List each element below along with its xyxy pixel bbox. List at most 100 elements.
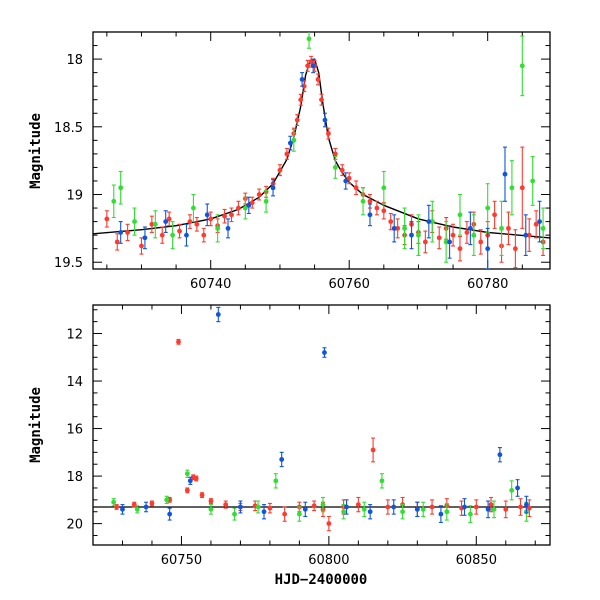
data-point	[367, 212, 373, 218]
series-g	[111, 469, 529, 523]
data-point	[457, 212, 463, 218]
data-point	[255, 504, 261, 510]
data-point	[184, 471, 190, 477]
data-point	[111, 499, 117, 505]
data-point	[199, 492, 205, 498]
data-point	[222, 213, 227, 219]
data-point	[530, 178, 536, 184]
bottom-x-axis-title: HJD−2400000	[275, 572, 368, 588]
data-point	[450, 232, 456, 238]
data-point	[208, 498, 214, 504]
data-point	[315, 77, 321, 82]
data-point	[322, 350, 327, 355]
data-point	[388, 219, 394, 225]
data-point	[422, 239, 428, 245]
data-point	[436, 235, 442, 241]
data-point	[344, 504, 349, 510]
data-point	[519, 63, 525, 69]
data-point	[305, 63, 311, 69]
data-point	[163, 219, 169, 225]
data-point	[443, 239, 449, 245]
data-point	[310, 63, 316, 69]
x-tick-label: 60780	[467, 277, 508, 292]
bottom-data-points	[111, 306, 532, 532]
x-tick-label: 60760	[329, 277, 370, 292]
data-point	[208, 216, 214, 222]
data-point	[523, 232, 529, 238]
data-point	[284, 151, 290, 157]
data-point	[429, 504, 435, 510]
x-tick-label: 60850	[456, 553, 497, 568]
data-point	[263, 198, 269, 204]
data-point	[537, 219, 543, 225]
y-tick-label: 19	[66, 189, 83, 204]
data-point	[166, 216, 172, 222]
data-point	[526, 232, 532, 238]
data-point	[296, 511, 302, 517]
data-point	[367, 198, 373, 204]
top-model-curve-group	[93, 58, 550, 239]
data-point	[193, 476, 199, 481]
data-point	[332, 165, 338, 170]
data-point	[149, 501, 155, 506]
data-point	[395, 225, 401, 231]
data-point	[225, 225, 231, 231]
data-point	[311, 503, 317, 509]
data-point	[270, 185, 276, 191]
data-point	[326, 521, 332, 527]
y-tick-label: 18	[66, 470, 83, 485]
data-point	[429, 219, 435, 225]
data-point	[381, 185, 387, 191]
data-point	[306, 36, 312, 42]
data-point	[367, 509, 373, 515]
data-point	[273, 478, 279, 484]
data-point	[201, 232, 207, 238]
data-point	[232, 511, 237, 517]
data-point	[194, 221, 200, 227]
data-point	[503, 506, 509, 512]
data-point	[497, 452, 503, 458]
data-point	[409, 232, 414, 238]
y-tick-label: 14	[66, 375, 83, 390]
data-point	[467, 511, 473, 517]
data-point	[485, 246, 491, 252]
data-point	[104, 216, 110, 222]
data-point	[370, 447, 376, 453]
data-point	[447, 239, 452, 245]
data-point	[215, 312, 221, 317]
data-point	[187, 478, 193, 484]
data-point	[457, 246, 463, 252]
data-point	[509, 487, 515, 493]
data-point	[322, 117, 328, 123]
data-point	[355, 502, 361, 508]
data-point	[515, 485, 520, 491]
data-point	[485, 205, 491, 211]
data-point	[177, 228, 182, 234]
y-tick-label: 19.5	[54, 256, 83, 271]
data-point	[282, 511, 288, 517]
series-b	[120, 306, 529, 523]
data-point	[279, 457, 285, 462]
data-point	[467, 225, 473, 231]
data-point	[256, 192, 262, 197]
data-point	[353, 185, 359, 191]
data-point	[464, 230, 470, 235]
model-fit-curve	[93, 58, 550, 239]
series-g	[111, 32, 546, 263]
data-point	[302, 506, 308, 512]
data-point	[246, 202, 252, 208]
data-point	[223, 502, 229, 508]
data-point	[524, 502, 529, 508]
data-point	[332, 151, 338, 157]
bottom-panel: 60750 60800 60850 12 14 16 18 20 Magnitude HJD−…	[28, 304, 551, 588]
bottom-y-axis-title: Magnitude	[28, 387, 44, 463]
data-point	[509, 185, 515, 191]
data-point	[540, 225, 546, 231]
data-point	[374, 205, 380, 211]
data-point	[391, 504, 397, 510]
data-point	[346, 175, 352, 181]
data-point	[111, 198, 117, 204]
data-point	[361, 506, 367, 512]
data-point	[416, 232, 421, 238]
data-point	[134, 506, 140, 512]
